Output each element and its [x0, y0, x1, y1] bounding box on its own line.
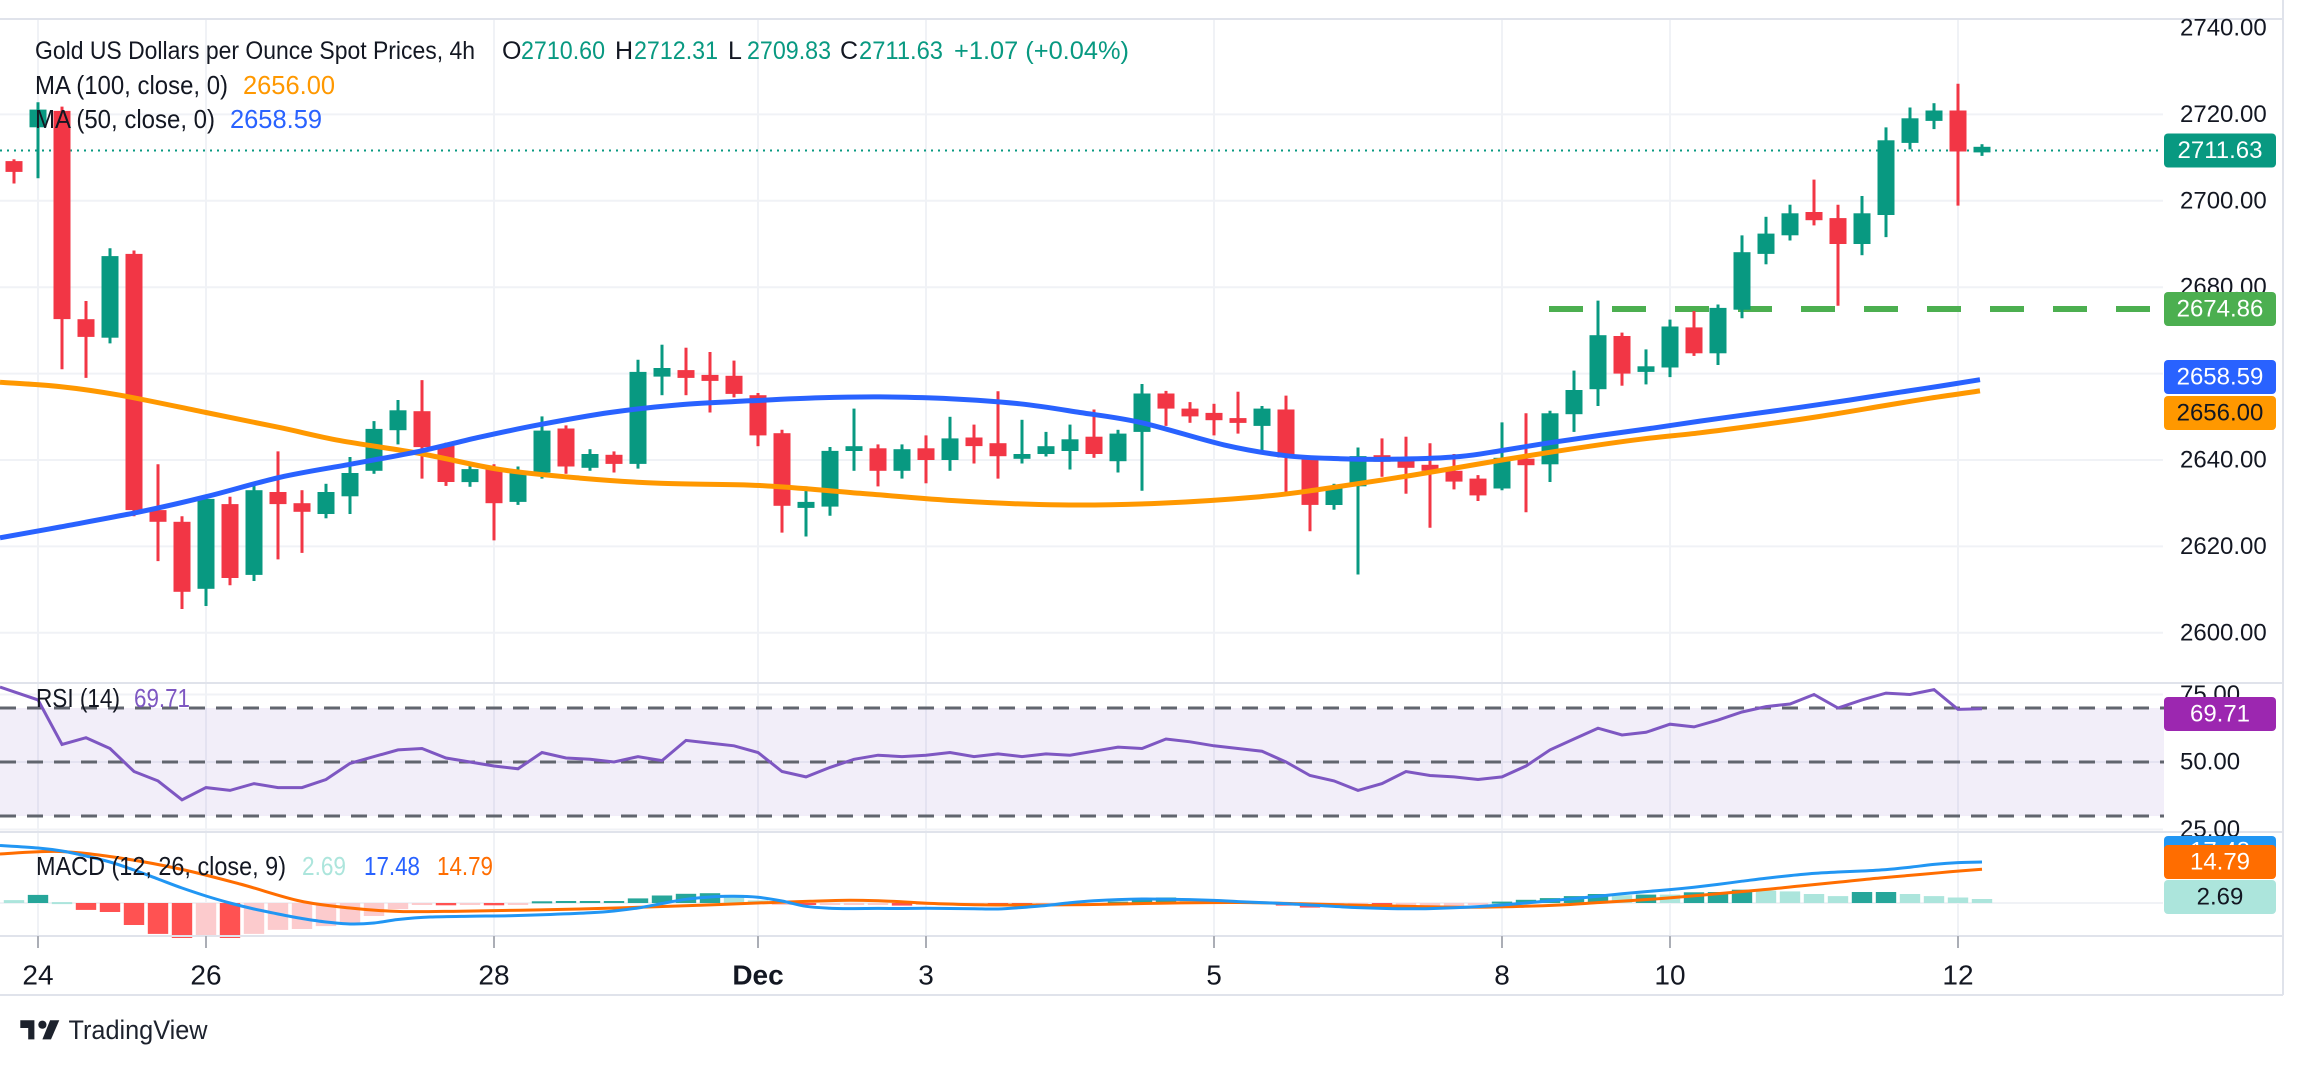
svg-text:2658.59: 2658.59: [2177, 364, 2264, 391]
svg-text:L: L: [728, 37, 742, 65]
svg-text:2711.63: 2711.63: [2178, 137, 2263, 164]
svg-text:MA (50, close, 0): MA (50, close, 0): [35, 104, 215, 134]
svg-text:MA (100, close, 0): MA (100, close, 0): [35, 70, 228, 100]
svg-text:RSI (14): RSI (14): [36, 683, 120, 713]
svg-text:2720.00: 2720.00: [2180, 101, 2267, 128]
svg-text:2640.00: 2640.00: [2180, 447, 2267, 474]
svg-text:Gold US Dollars per Ounce Spot: Gold US Dollars per Ounce Spot Prices, 4…: [35, 37, 475, 65]
svg-text:2700.00: 2700.00: [2180, 187, 2267, 214]
svg-text:2.69: 2.69: [2197, 884, 2244, 911]
svg-text:17.48: 17.48: [364, 851, 420, 881]
svg-text:2656.00: 2656.00: [2177, 400, 2264, 427]
svg-text:10: 10: [1654, 960, 1685, 991]
svg-text:69.71: 69.71: [134, 683, 190, 713]
svg-text:3: 3: [918, 960, 934, 991]
svg-text:28: 28: [478, 960, 509, 991]
svg-text:26: 26: [190, 960, 221, 991]
svg-text:24: 24: [22, 960, 53, 991]
svg-text:TradingView: TradingView: [69, 1015, 208, 1045]
svg-text:5: 5: [1206, 960, 1222, 991]
svg-text:2656.00: 2656.00: [243, 70, 335, 100]
svg-text:12: 12: [1942, 960, 1973, 991]
svg-text:2658.59: 2658.59: [230, 104, 322, 134]
svg-text:Dec: Dec: [732, 960, 783, 991]
svg-text:2674.86: 2674.86: [2177, 296, 2264, 323]
svg-text:2710.60: 2710.60: [521, 37, 605, 65]
svg-text:8: 8: [1494, 960, 1510, 991]
svg-text:2712.31: 2712.31: [634, 37, 718, 65]
svg-text:2740.00: 2740.00: [2180, 15, 2267, 42]
svg-text:2.69: 2.69: [302, 851, 346, 881]
svg-text:+1.07 (+0.04%): +1.07 (+0.04%): [954, 37, 1129, 65]
svg-text:2620.00: 2620.00: [2180, 533, 2267, 560]
svg-text:69.71: 69.71: [2190, 701, 2250, 728]
svg-text:C: C: [840, 37, 858, 65]
svg-text:2709.83: 2709.83: [747, 37, 831, 65]
svg-text:MACD (12, 26, close, 9): MACD (12, 26, close, 9): [36, 851, 286, 881]
svg-text:O: O: [502, 37, 521, 65]
svg-text:H: H: [615, 37, 633, 65]
svg-text:2600.00: 2600.00: [2180, 619, 2267, 646]
svg-text:50.00: 50.00: [2180, 749, 2240, 776]
svg-text:2711.63: 2711.63: [859, 37, 943, 65]
svg-text:14.79: 14.79: [437, 851, 493, 881]
svg-text:14.79: 14.79: [2190, 849, 2250, 876]
